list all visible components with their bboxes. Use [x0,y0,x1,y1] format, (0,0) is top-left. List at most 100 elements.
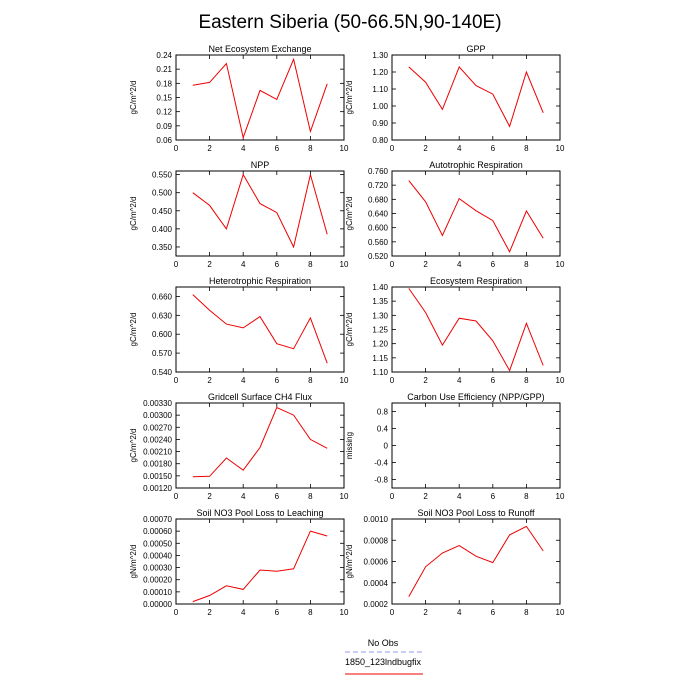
x-tick-label: 10 [556,260,565,269]
y-tick-label: 0.600 [368,224,389,233]
y-tick-label: 0 [384,442,389,451]
chart-panel-5: Ecosystem Respiration 0 2 4 6 8 10 1.10 1.15 1.20… [345,276,565,385]
series-line-0 [192,57,328,140]
chart-panel-7: Carbon Use Efficiency (NPP/GPP) 0 2 4 6 8 10 -0… [345,392,565,501]
panel-title: Net Ecosystem Exchange [208,44,311,54]
x-tick-label: 2 [423,376,428,385]
panel-title: Soil NO3 Pool Loss to Runoff [418,508,535,518]
y-tick-label: 0.00040 [143,551,172,560]
y-tick-label: 0.760 [368,167,389,176]
y-tick-label: 1.00 [372,102,388,111]
chart-panel-4: Heterotrophic Respiration 0 2 4 6 8 10 0.540 0.5… [129,276,349,385]
y-tick-label: 0.00240 [143,435,172,444]
x-tick-label: 10 [340,608,349,617]
x-tick-label: 4 [457,376,462,385]
x-tick-label: 10 [556,144,565,153]
y-tick-label: 1.20 [372,68,388,77]
x-tick-label: 6 [275,144,280,153]
panel-title: Autotrophic Respiration [429,160,523,170]
x-tick-label: 6 [275,376,280,385]
panel-title: NPP [251,160,270,170]
x-tick-label: 0 [174,144,179,153]
y-tick-label: 0.600 [152,330,173,339]
x-tick-label: 8 [524,608,529,617]
y-tick-label: 1.10 [372,368,388,377]
panel-title: Heterotrophic Respiration [209,276,311,286]
series-line-0 [408,180,544,253]
x-tick-label: 0 [390,144,395,153]
x-tick-label: 2 [207,144,212,153]
y-tick-label: 0.00120 [143,484,172,493]
y-axis-label: gC/m^2/d [345,81,354,115]
y-tick-label: 0.21 [156,65,172,74]
plot-frame [391,402,561,489]
series-line-0 [408,525,544,597]
y-tick-label: -0.8 [374,476,388,485]
x-tick-label: 10 [556,376,565,385]
x-tick-label: 8 [308,260,313,269]
plot-frame [391,54,561,141]
legend-label-0: No Obs [368,638,399,648]
legend-label-1: 1850_123lndbugfix [345,657,422,667]
y-tick-label: 0.15 [156,94,172,103]
y-tick-label: 0.18 [156,79,172,88]
y-tick-label: 0.8 [377,408,389,417]
x-tick-label: 10 [340,260,349,269]
y-tick-label: 0.00050 [143,539,172,548]
y-axis-label: gC/m^2/d [345,197,354,231]
x-tick-label: 6 [275,260,280,269]
y-tick-label: 0.0010 [364,515,389,524]
y-tick-label: 0.0006 [364,558,389,567]
x-tick-label: 10 [556,492,565,501]
y-tick-label: 0.630 [152,311,173,320]
x-tick-label: 8 [524,144,529,153]
chart-panel-0: Net Ecosystem Exchange 0 2 4 6 8 10 0.06 0.09 0.1… [129,44,349,153]
y-tick-label: 1.30 [372,51,388,60]
y-tick-label: 0.520 [368,252,389,261]
chart-panel-8: Soil NO3 Pool Loss to Leaching 0 2 4 6 8 10 0.0… [129,508,349,617]
x-tick-label: 8 [524,376,529,385]
x-tick-label: 4 [457,608,462,617]
x-tick-label: 4 [457,144,462,153]
y-tick-label: 0.90 [372,119,388,128]
series-line-0 [192,530,328,603]
panel-title: Soil NO3 Pool Loss to Leaching [196,508,323,518]
y-axis-label: gN/m^2/d [345,545,354,579]
y-tick-label: 0.00060 [143,527,172,536]
y-tick-label: 1.25 [372,326,388,335]
x-tick-label: 2 [423,260,428,269]
x-tick-label: 0 [174,376,179,385]
chart-panel-1: GPP 0 2 4 6 8 10 0.80 0.90 1.00 1.10 1.20 1.30 gC/m^2… [345,44,565,153]
y-tick-label: 0.00330 [143,399,172,408]
x-tick-label: 6 [491,144,496,153]
y-tick-label: 0.09 [156,122,172,131]
x-tick-label: 4 [241,260,246,269]
panel-title: Ecosystem Respiration [430,276,522,286]
series-line-0 [408,65,544,128]
plot-frame [175,518,345,605]
y-tick-label: 0.00020 [143,576,172,585]
y-tick-label: 0.00300 [143,411,172,420]
y-tick-label: 0.00070 [143,515,172,524]
x-tick-label: 2 [207,376,212,385]
x-tick-label: 0 [390,376,395,385]
y-tick-label: 0.12 [156,108,172,117]
y-axis-label: gC/m^2/d [129,197,138,231]
x-tick-label: 0 [174,492,179,501]
y-tick-label: 0.24 [156,51,172,60]
plot-frame [175,170,345,257]
y-tick-label: 1.20 [372,340,388,349]
x-tick-label: 8 [524,492,529,501]
y-tick-label: 0.00010 [143,588,172,597]
y-tick-label: 0.0008 [364,536,389,545]
y-tick-label: 0.80 [372,136,388,145]
chart-panel-6: Gridcell Surface CH4 Flux 0 2 4 6 8 10 0.00120 0… [129,392,349,501]
x-tick-label: 2 [423,608,428,617]
x-tick-label: 10 [556,608,565,617]
y-tick-label: 0.00030 [143,564,172,573]
y-tick-label: 0.06 [156,136,172,145]
x-tick-label: 6 [491,376,496,385]
x-tick-label: 8 [524,260,529,269]
y-tick-label: 0.640 [368,210,389,219]
x-tick-label: 4 [241,144,246,153]
